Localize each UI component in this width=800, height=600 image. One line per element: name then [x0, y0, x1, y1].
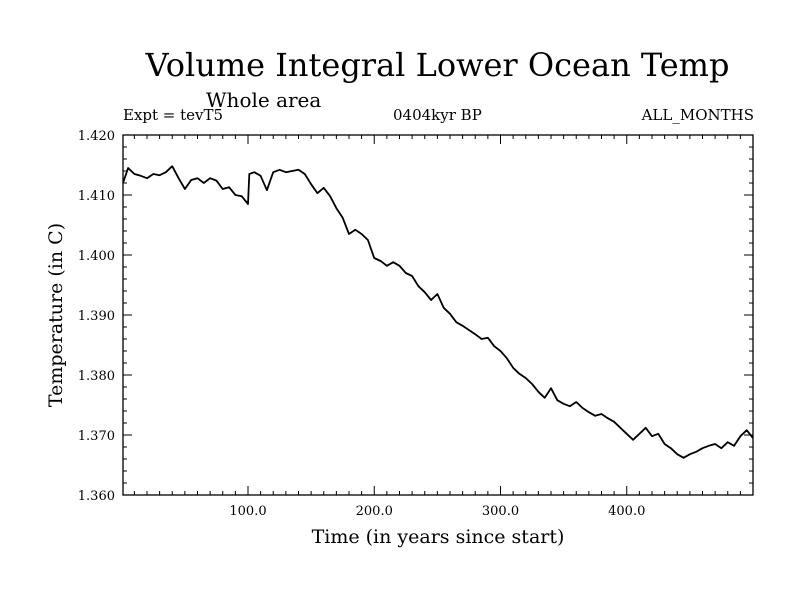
x-tick-label: 400.0 — [608, 504, 645, 519]
experiment-label: Expt = tevT5 — [123, 106, 224, 124]
series-line — [122, 165, 754, 459]
axis-tick-labels: 100.0 200.0 300.0 400.0 1.360 1.370 1.380 1.390… — [78, 129, 646, 519]
axis-ticks — [123, 134, 753, 496]
chart-subtitle: Whole area — [206, 88, 322, 112]
chart-title: Volume Integral Lower Ocean Temp — [145, 46, 730, 84]
plot-frame — [122, 134, 754, 496]
x-tick-label: 200.0 — [356, 504, 393, 519]
y-tick-label: 1.390 — [78, 309, 115, 324]
y-tick-label: 1.360 — [78, 489, 115, 504]
y-tick-label: 1.380 — [78, 369, 115, 384]
y-tick-label: 1.420 — [78, 129, 115, 144]
y-axis-label: Temperature (in C) — [45, 222, 67, 408]
y-tick-label: 1.370 — [78, 429, 115, 444]
x-axis-label: Time (in years since start) — [311, 526, 565, 548]
months-label: ALL_MONTHS — [641, 106, 754, 124]
y-tick-label: 1.400 — [78, 249, 115, 264]
y-tick-label: 1.410 — [78, 189, 115, 204]
x-tick-label: 300.0 — [482, 504, 519, 519]
period-label: 0404kyr BP — [393, 106, 482, 124]
x-tick-label: 100.0 — [229, 504, 266, 519]
